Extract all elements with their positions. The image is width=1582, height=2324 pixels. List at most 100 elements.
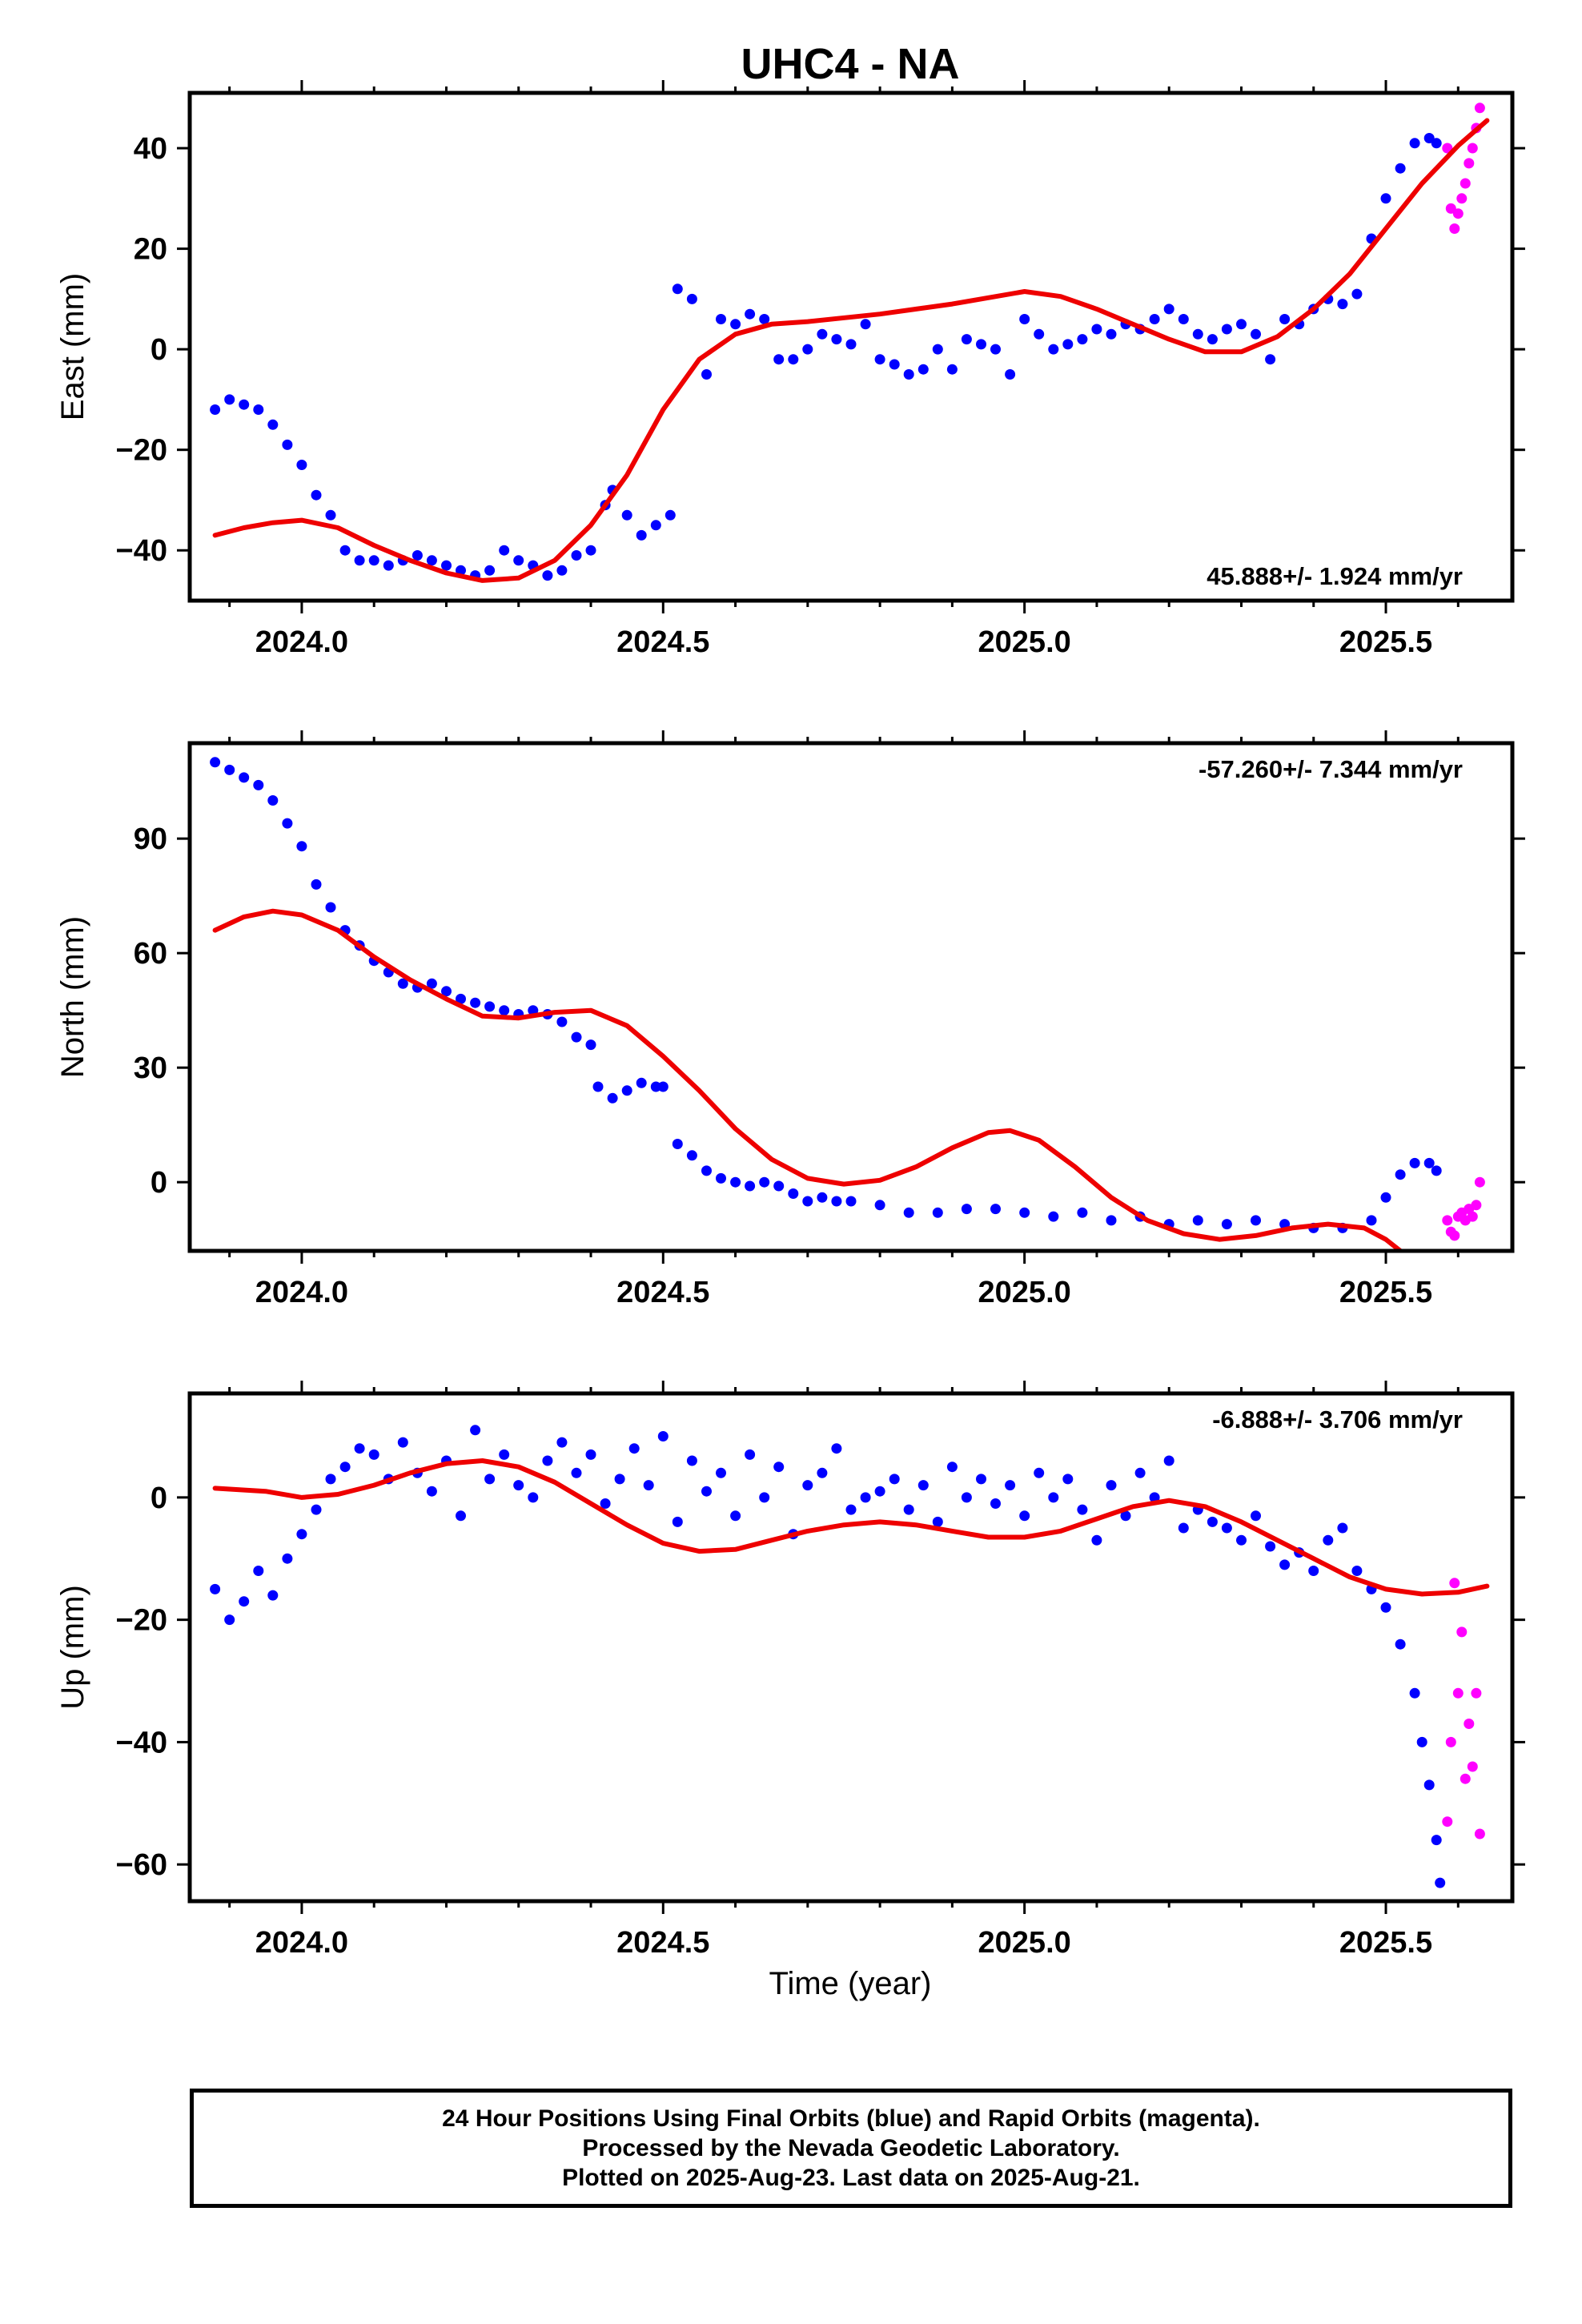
north-rate-label: -57.260+/- 7.344 mm/yr: [1199, 755, 1463, 783]
east-final-point: [650, 520, 661, 531]
east-final-point: [1207, 334, 1218, 345]
up-final-point: [499, 1449, 510, 1460]
up-final-point: [1265, 1541, 1276, 1552]
up-final-point: [903, 1504, 914, 1515]
east-final-point: [499, 545, 510, 556]
up-final-point: [354, 1443, 365, 1454]
east-final-point: [585, 545, 596, 556]
up-final-point: [672, 1516, 683, 1527]
east-final-point: [1178, 314, 1189, 324]
east-final-point: [845, 339, 857, 350]
east-final-point: [325, 509, 336, 521]
east-final-point: [383, 560, 394, 571]
up-final-point: [282, 1553, 293, 1564]
up-final-point: [1236, 1534, 1247, 1546]
up-final-point: [296, 1529, 307, 1540]
up-rapid-point: [1445, 1736, 1456, 1747]
east-y-tick-label: −20: [116, 434, 167, 468]
north-x-tick-label: 2024.0: [255, 1276, 348, 1309]
east-rapid-point: [1456, 193, 1468, 204]
east-frame: [187, 90, 1515, 603]
north-x-tick-label: 2024.5: [616, 1276, 709, 1309]
north-rapid-point: [1449, 1230, 1460, 1241]
east-final-point: [773, 354, 785, 365]
east-final-point: [571, 550, 582, 561]
up-rapid-point: [1460, 1773, 1471, 1784]
east-final-point: [759, 314, 770, 324]
north-final-point: [1366, 1215, 1377, 1226]
east-rapid-point: [1445, 203, 1456, 214]
up-y-tick-label: −40: [116, 1726, 167, 1759]
up-final-point: [1423, 1779, 1435, 1791]
east-final-point: [1019, 314, 1030, 324]
north-final-point: [484, 1001, 496, 1012]
up-final-point: [1207, 1516, 1218, 1527]
east-final-point: [932, 344, 943, 355]
east-final-point: [1034, 328, 1045, 340]
up-rapid-point: [1471, 1687, 1482, 1699]
north-rapid-point: [1471, 1200, 1482, 1211]
up-final-point: [1106, 1480, 1117, 1491]
north-final-point: [636, 1077, 647, 1088]
up-final-point: [368, 1449, 379, 1460]
up-final-point: [946, 1462, 958, 1473]
up-plot-area: [210, 1425, 1490, 1888]
east-final-point: [831, 334, 842, 345]
up-final-point: [1077, 1504, 1088, 1515]
up-rapid-point: [1464, 1719, 1475, 1729]
east-final-point: [542, 570, 553, 581]
up-final-point: [657, 1431, 669, 1441]
caption-box: 24 Hour Positions Using Final Orbits (bl…: [190, 2089, 1512, 2208]
north-final-point: [773, 1180, 785, 1192]
east-final-point: [889, 359, 900, 370]
north-final-point: [686, 1150, 697, 1161]
north-final-point: [239, 772, 250, 783]
up-final-point: [1134, 1467, 1146, 1478]
up-final-point: [860, 1492, 871, 1503]
north-final-point: [874, 1200, 885, 1211]
north-final-point: [470, 997, 481, 1008]
north-final-point: [1251, 1215, 1261, 1226]
east-rate-label: 45.888+/- 1.924 mm/yr: [1207, 562, 1463, 590]
north-final-point: [267, 795, 279, 806]
up-final-point: [1120, 1510, 1131, 1522]
north-x-tick-label: 2025.0: [978, 1276, 1071, 1309]
north-fit-line: [212, 908, 1403, 1251]
up-final-point: [1062, 1474, 1074, 1485]
north-panel: 2024.0 2024.5 2025.0 2025.5 0 30 60 90 North (mm…: [55, 730, 1525, 1309]
north-final-point: [831, 1196, 842, 1207]
east-final-point: [701, 369, 712, 380]
east-x-tick-label: 2024.0: [255, 625, 348, 659]
east-fit-line: [212, 118, 1490, 583]
up-final-point: [239, 1596, 250, 1607]
north-final-point: [607, 1092, 618, 1104]
east-final-point: [513, 555, 524, 566]
up-final-point: [600, 1498, 611, 1509]
east-final-point: [1221, 324, 1232, 335]
east-final-point: [636, 529, 647, 541]
up-final-point: [643, 1480, 654, 1491]
north-final-point: [1380, 1192, 1391, 1203]
up-final-point: [1323, 1534, 1334, 1546]
east-final-point: [1279, 314, 1291, 324]
north-final-point: [1409, 1157, 1420, 1168]
east-y-tick-label: 40: [134, 132, 167, 166]
up-rate-label: -6.888+/- 3.706 mm/yr: [1212, 1405, 1463, 1433]
up-final-point: [759, 1492, 770, 1503]
north-plot-area: [210, 757, 1485, 1251]
up-frame: [187, 1391, 1515, 1904]
up-final-point: [831, 1443, 842, 1454]
panels: 2024.0 2024.5 2025.0 2025.5 −40 −20 0 20 40 East …: [55, 80, 1525, 1960]
up-final-point: [585, 1449, 596, 1460]
north-final-point: [961, 1204, 972, 1215]
north-final-point: [672, 1139, 683, 1149]
east-final-point: [672, 283, 683, 295]
up-final-point: [484, 1474, 496, 1485]
up-final-point: [1149, 1492, 1160, 1503]
east-final-point: [946, 364, 958, 375]
chart-title: UHC4 - NA: [741, 40, 959, 88]
up-fit-line: [212, 1458, 1490, 1597]
north-final-point: [253, 779, 264, 790]
up-final-point: [990, 1498, 1001, 1509]
north-rapid-point: [1467, 1211, 1478, 1222]
